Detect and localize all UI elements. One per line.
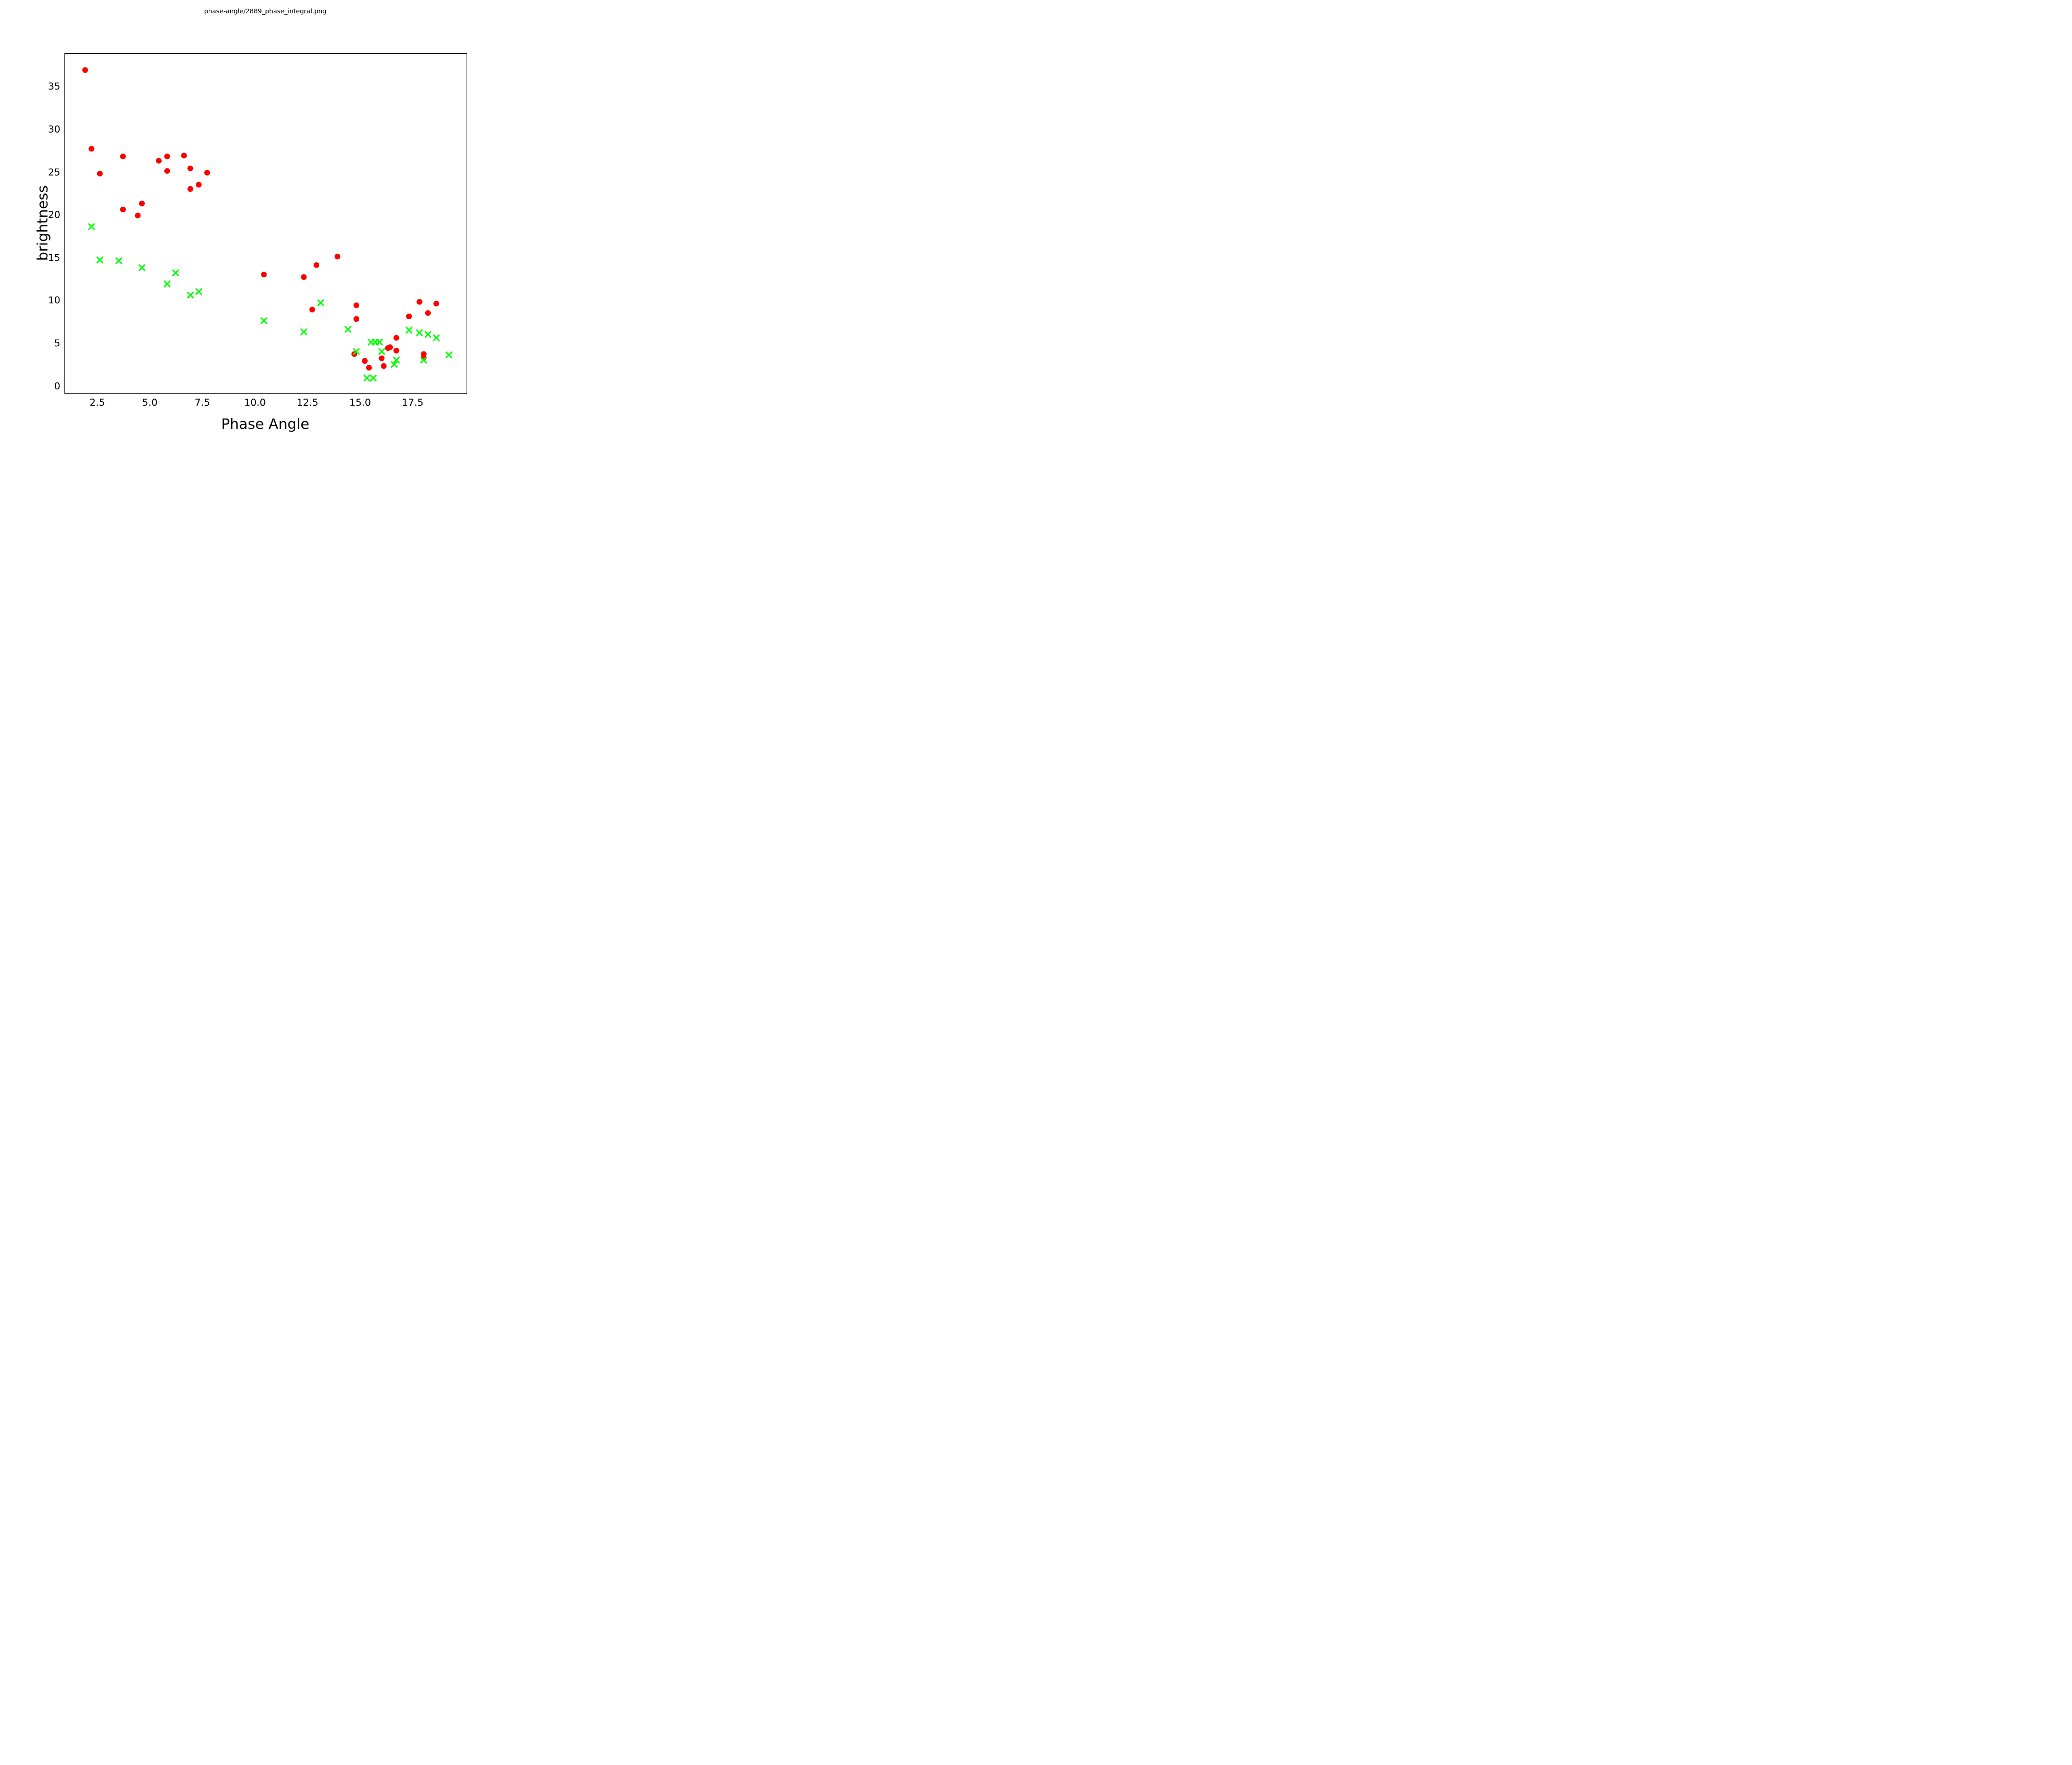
x-tick-label: 12.5 <box>296 397 319 408</box>
data-point-red-circles <box>425 310 431 316</box>
data-point-red-circles <box>416 299 423 305</box>
data-point-green-crosses <box>363 374 371 382</box>
data-point-red-circles <box>164 153 170 160</box>
y-tick-label: 35 <box>48 81 60 93</box>
data-point-red-circles <box>204 170 210 176</box>
y-tick-label: 5 <box>54 338 60 349</box>
x-tick-label: 7.5 <box>194 397 210 408</box>
x-tick-label: 5.0 <box>142 397 158 408</box>
data-point-red-circles <box>89 146 95 152</box>
data-point-green-crosses <box>424 330 432 338</box>
x-tick-labels: 2.5 5.0 7.5 10.0 12.5 15.0 17.5 <box>64 397 466 409</box>
data-point-red-circles <box>354 316 360 322</box>
data-point-red-circles <box>354 302 360 308</box>
data-point-red-circles <box>387 344 393 350</box>
data-point-red-circles <box>406 313 412 320</box>
data-point-green-crosses <box>138 264 146 272</box>
data-point-red-circles <box>120 206 126 213</box>
data-point-red-circles <box>379 355 385 362</box>
data-point-green-crosses <box>317 299 324 306</box>
data-point-green-crosses <box>87 223 95 230</box>
data-point-red-circles <box>181 152 187 159</box>
data-point-red-circles <box>261 272 267 278</box>
x-tick-label: 10.0 <box>244 397 266 408</box>
figure: phase-angle/2889_phase_integral.png brig… <box>0 0 518 442</box>
data-point-green-crosses <box>115 257 123 264</box>
data-point-green-crosses <box>420 356 428 364</box>
y-tick-labels: 0 5 10 15 20 25 30 35 <box>0 53 60 393</box>
plot-area <box>64 53 467 394</box>
y-tick-label: 15 <box>48 252 60 263</box>
y-tick-label: 25 <box>48 166 60 178</box>
data-point-red-circles <box>139 201 145 207</box>
data-point-green-crosses <box>300 328 307 336</box>
data-point-green-crosses <box>172 269 180 277</box>
data-point-red-circles <box>135 212 141 218</box>
data-point-red-circles <box>313 262 320 268</box>
data-point-green-crosses <box>405 326 413 334</box>
data-point-green-crosses <box>445 351 453 359</box>
data-point-red-circles <box>156 158 162 164</box>
data-point-green-crosses <box>376 338 383 346</box>
x-tick-label: 15.0 <box>349 397 371 408</box>
data-point-green-crosses <box>163 280 171 288</box>
data-point-red-circles <box>393 335 400 341</box>
y-tick-label: 20 <box>48 209 60 221</box>
data-point-green-crosses <box>415 329 423 337</box>
data-point-red-circles <box>366 365 372 371</box>
data-point-green-crosses <box>432 334 440 342</box>
y-tick-label: 30 <box>48 124 60 135</box>
data-point-red-circles <box>393 347 400 354</box>
y-tick-label: 0 <box>54 380 60 392</box>
data-point-red-circles <box>187 186 193 192</box>
y-tick-label: 10 <box>48 295 60 306</box>
data-point-green-crosses <box>392 356 400 364</box>
data-point-green-crosses <box>369 374 377 382</box>
x-tick-label: 2.5 <box>89 397 105 408</box>
data-point-red-circles <box>82 67 89 73</box>
data-point-red-circles <box>187 165 193 171</box>
data-point-red-circles <box>97 170 103 176</box>
data-point-green-crosses <box>390 361 398 368</box>
x-tick-label: 17.5 <box>402 397 424 408</box>
data-point-red-circles <box>309 306 315 313</box>
data-point-red-circles <box>195 182 202 188</box>
data-point-red-circles <box>381 363 387 369</box>
scatter-plot-canvas <box>82 67 453 382</box>
data-point-red-circles <box>362 358 368 364</box>
data-point-red-circles <box>164 168 170 174</box>
data-point-red-circles <box>335 253 341 260</box>
data-point-green-crosses <box>195 288 203 295</box>
data-point-green-crosses <box>352 348 360 356</box>
chart-title: phase-angle/2889_phase_integral.png <box>204 7 327 15</box>
data-point-green-crosses <box>378 348 385 356</box>
data-point-green-crosses <box>344 325 352 333</box>
data-point-red-circles <box>120 153 126 160</box>
x-axis-label: Phase Angle <box>221 415 310 432</box>
data-point-green-crosses <box>96 256 104 264</box>
data-point-green-crosses <box>187 291 194 299</box>
data-point-red-circles <box>433 300 439 306</box>
data-point-green-crosses <box>260 317 268 324</box>
data-point-red-circles <box>301 274 307 280</box>
